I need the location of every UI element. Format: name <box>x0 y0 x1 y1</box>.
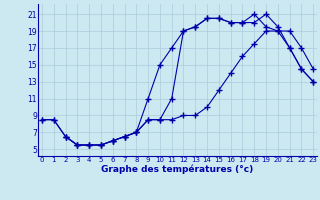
X-axis label: Graphe des températures (°c): Graphe des températures (°c) <box>101 165 254 174</box>
